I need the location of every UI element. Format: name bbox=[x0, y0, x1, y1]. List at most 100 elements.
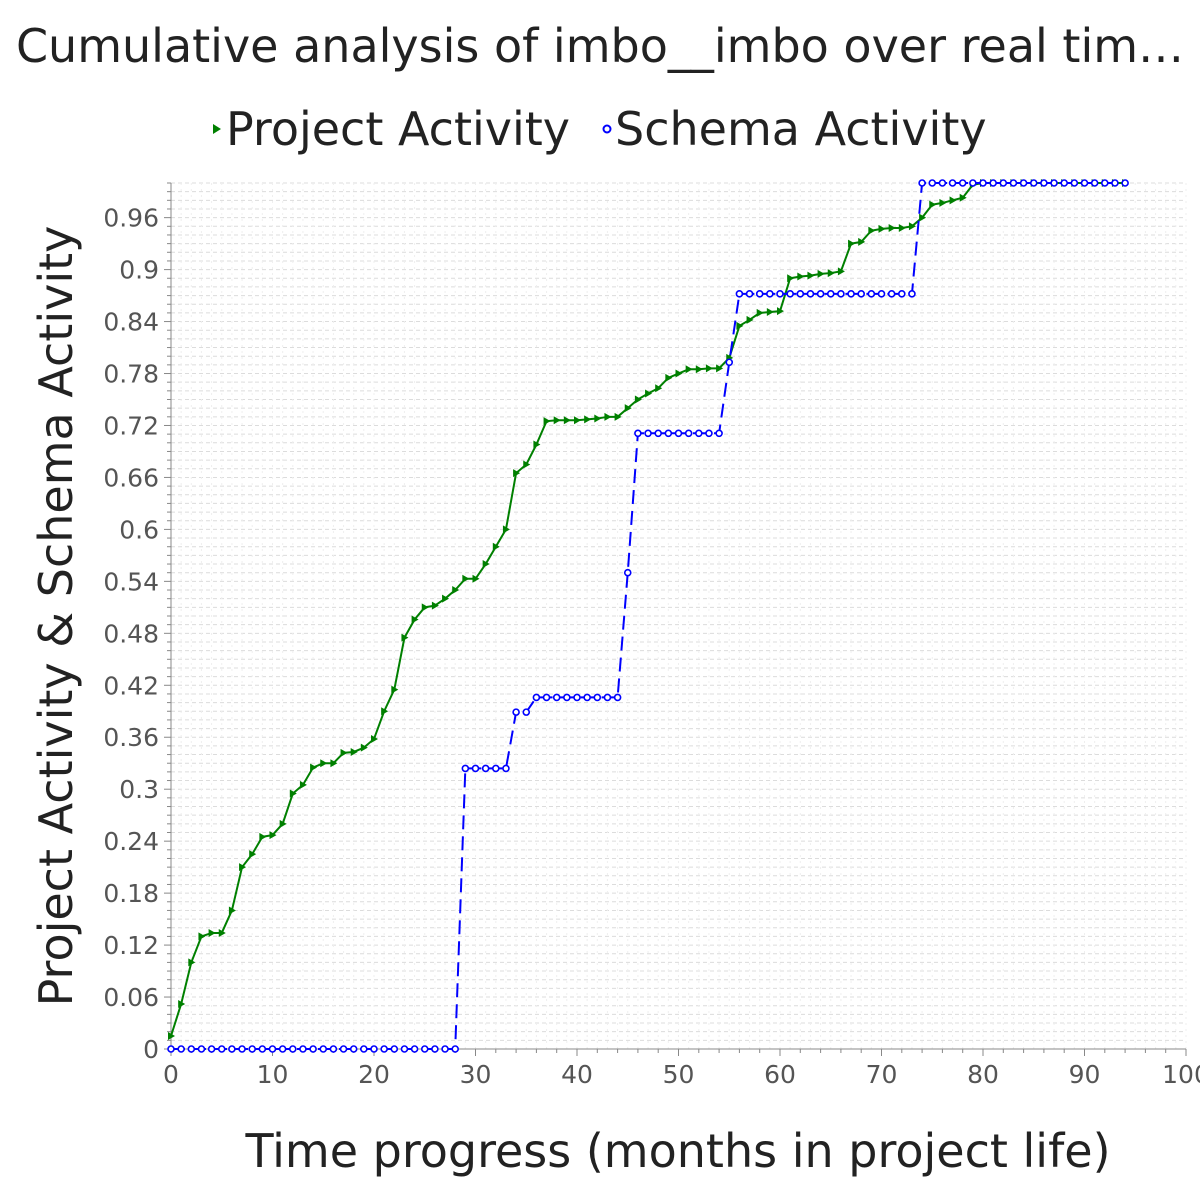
data-point-schema bbox=[867, 290, 876, 298]
x-tick-label: 70 bbox=[866, 1060, 898, 1089]
data-point-schema bbox=[187, 1045, 196, 1053]
data-point-schema bbox=[167, 1045, 175, 1053]
data-point-project bbox=[837, 267, 845, 276]
data-point-project bbox=[249, 850, 257, 859]
data-point-project bbox=[269, 831, 277, 840]
y-tick-label: 0.6 bbox=[119, 515, 159, 544]
data-point-schema bbox=[644, 429, 652, 438]
data-point-schema bbox=[1070, 179, 1079, 187]
data-point-project bbox=[634, 395, 642, 404]
data-point-schema bbox=[410, 1045, 419, 1053]
data-point-schema bbox=[613, 693, 622, 702]
data-point-project bbox=[908, 222, 916, 231]
x-tick-label: 10 bbox=[257, 1060, 289, 1089]
data-point-schema bbox=[735, 290, 744, 298]
data-point-schema bbox=[745, 290, 754, 298]
data-point-project bbox=[523, 460, 531, 469]
data-point-schema bbox=[715, 429, 723, 438]
data-point-schema bbox=[248, 1045, 256, 1053]
data-point-project bbox=[310, 763, 318, 772]
data-point-schema bbox=[918, 179, 926, 187]
data-point-schema bbox=[339, 1045, 348, 1053]
data-point-project bbox=[279, 819, 287, 828]
data-point-project bbox=[330, 759, 338, 768]
data-point-project bbox=[442, 594, 450, 603]
data-point-project bbox=[645, 389, 653, 398]
data-point-schema bbox=[979, 179, 987, 187]
legend-marker-schema bbox=[602, 124, 612, 134]
data-point-project bbox=[614, 412, 622, 421]
y-tick-label: 0.36 bbox=[103, 723, 159, 752]
data-point-project bbox=[320, 759, 328, 768]
data-point-schema bbox=[664, 429, 673, 438]
y-tick-label: 0.06 bbox=[103, 983, 159, 1012]
y-tick-label: 0.72 bbox=[103, 411, 159, 440]
data-point-schema bbox=[1121, 179, 1129, 187]
data-point-schema bbox=[1040, 179, 1048, 187]
data-point-project bbox=[492, 542, 500, 551]
data-point-project bbox=[289, 789, 297, 798]
data-point-project bbox=[553, 416, 561, 425]
data-point-schema bbox=[1019, 179, 1028, 187]
data-point-schema bbox=[969, 179, 977, 187]
data-point-project bbox=[929, 200, 937, 209]
y-tick-label: 0.18 bbox=[103, 879, 159, 908]
data-point-project bbox=[919, 213, 927, 222]
y-tick-label: 0.54 bbox=[103, 567, 159, 596]
data-point-project bbox=[716, 364, 724, 373]
data-point-schema bbox=[928, 179, 937, 187]
legend-entry-schema[interactable]: Schema Activity bbox=[602, 102, 987, 156]
data-point-schema bbox=[847, 290, 855, 298]
data-point-schema bbox=[1101, 179, 1109, 187]
data-point-project bbox=[533, 440, 541, 449]
data-point-project bbox=[543, 417, 551, 426]
x-tick-label: 30 bbox=[460, 1060, 492, 1089]
data-point-schema bbox=[461, 764, 470, 773]
data-point-schema bbox=[217, 1045, 226, 1053]
data-point-schema bbox=[299, 1045, 307, 1053]
data-point-schema bbox=[349, 1045, 358, 1053]
data-point-project bbox=[736, 321, 744, 330]
data-point-schema bbox=[563, 693, 571, 702]
y-tick-label: 0.84 bbox=[103, 308, 159, 337]
data-point-schema bbox=[776, 290, 784, 298]
data-point-schema bbox=[725, 358, 734, 367]
y-tick-label: 0.66 bbox=[103, 463, 159, 492]
data-point-project bbox=[401, 633, 409, 642]
data-point-schema bbox=[1009, 179, 1018, 187]
data-point-project bbox=[208, 928, 216, 937]
data-point-schema bbox=[370, 1045, 378, 1053]
legend-entry-project[interactable]: Project Activity bbox=[213, 102, 570, 156]
data-point-schema bbox=[512, 708, 520, 716]
data-point-schema bbox=[197, 1045, 206, 1053]
data-point-project bbox=[482, 560, 490, 569]
data-point-project bbox=[817, 269, 825, 278]
grid bbox=[170, 182, 1187, 1050]
data-point-project bbox=[797, 272, 805, 281]
data-point-project bbox=[848, 239, 856, 248]
data-point-schema bbox=[948, 179, 957, 187]
data-point-schema bbox=[207, 1045, 216, 1053]
data-point-schema bbox=[999, 179, 1008, 187]
x-tick-label: 40 bbox=[561, 1060, 593, 1089]
data-point-schema bbox=[228, 1045, 236, 1053]
data-point-project bbox=[594, 414, 602, 423]
data-point-schema bbox=[288, 1045, 297, 1053]
y-tick-label: 0.24 bbox=[103, 827, 159, 856]
data-point-schema bbox=[420, 1045, 429, 1053]
data-point-project bbox=[807, 271, 815, 280]
data-point-schema bbox=[278, 1045, 287, 1053]
data-point-schema bbox=[502, 764, 510, 773]
data-point-project bbox=[827, 269, 835, 278]
data-point-schema bbox=[1029, 179, 1038, 187]
data-point-project bbox=[766, 308, 774, 317]
data-point-schema bbox=[309, 1045, 317, 1053]
y-tick-label: 0 bbox=[143, 1035, 159, 1064]
data-point-project bbox=[502, 525, 510, 534]
data-point-project bbox=[178, 999, 186, 1008]
data-point-schema bbox=[623, 568, 632, 577]
data-point-project bbox=[350, 747, 358, 756]
data-point-schema bbox=[238, 1045, 246, 1053]
data-point-project bbox=[574, 416, 581, 425]
data-point-project bbox=[371, 734, 378, 743]
